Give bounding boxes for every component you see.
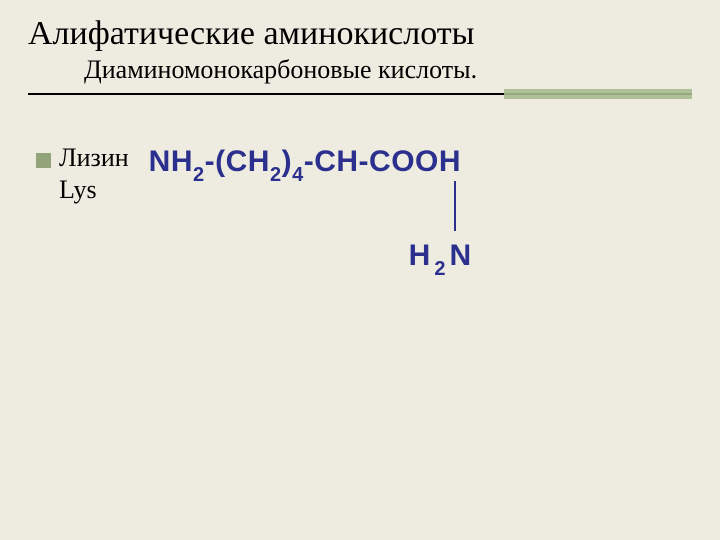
formula-ch2-close: ) (282, 145, 293, 178)
formula-dash1: - (205, 145, 216, 178)
compound-name: Лизин (59, 143, 129, 173)
formula-nh2: NH (149, 145, 193, 178)
formula-nh2-sub: 2 (193, 164, 205, 186)
content-area: Лизин Lys NH2-(CH2)4-CH-COOH H2N (28, 143, 692, 205)
bullet-line: Лизин (36, 143, 129, 173)
bullet-square-icon (36, 153, 51, 168)
compound-abbreviation: Lys (59, 175, 97, 205)
chemical-formula: NH2-(CH2)4-CH-COOH H2N (149, 145, 461, 184)
bullet-item: Лизин Lys (36, 143, 129, 205)
slide-title: Алифатические аминокислоты (28, 14, 692, 53)
formula-bottom-n: N (449, 239, 471, 272)
rule-accent (504, 89, 692, 99)
formula-ch2-sub2: 4 (292, 164, 304, 186)
formula-dash3: - (359, 145, 370, 178)
slide-subtitle: Диаминомонокарбоновые кислоты. (84, 55, 692, 85)
formula-ch2-sub1: 2 (270, 164, 282, 186)
formula-ch2-open: (CH (215, 145, 270, 178)
formula-vertical-bond (454, 181, 456, 231)
formula-main-chain: NH2-(CH2)4-CH-COOH (149, 145, 461, 184)
formula-dash2: - (304, 145, 315, 178)
title-rule (28, 93, 692, 95)
slide: Алифатические аминокислоты Диаминомонока… (0, 0, 720, 540)
formula-cooh: COOH (369, 145, 461, 178)
formula-bottom-h: H (409, 239, 431, 272)
formula-ch: CH (314, 145, 358, 178)
formula-bottom-sub: 2 (434, 258, 445, 280)
formula-amino-group: H2N (409, 239, 471, 278)
